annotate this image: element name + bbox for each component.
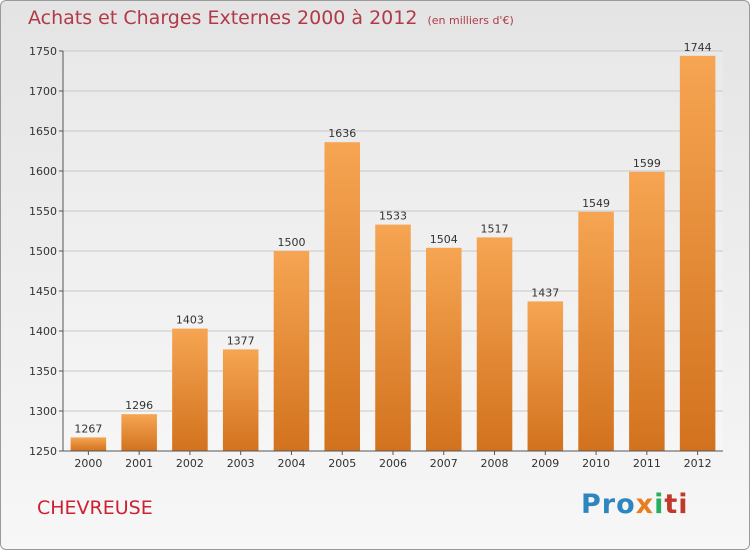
x-tick-label-2005: 2005 xyxy=(328,457,356,470)
data-label-2004: 1500 xyxy=(277,236,305,249)
y-tick-label: 1500 xyxy=(29,245,57,258)
y-tick-label: 1250 xyxy=(29,445,57,458)
bar-2011 xyxy=(629,171,665,452)
data-label-2002: 1403 xyxy=(176,314,204,327)
x-tick-label-2010: 2010 xyxy=(582,457,610,470)
logo-part-1: Pro xyxy=(581,489,636,520)
data-label-2000: 1267 xyxy=(74,422,102,435)
x-tick-label-2002: 2002 xyxy=(176,457,204,470)
logo-part-2: x xyxy=(635,489,655,520)
data-label-2010: 1549 xyxy=(582,197,610,210)
x-tick-label-2009: 2009 xyxy=(531,457,559,470)
x-tick-label-2007: 2007 xyxy=(430,457,458,470)
chart-title: Achats et Charges Externes 2000 à 2012 (e… xyxy=(28,7,514,29)
y-tick-label: 1600 xyxy=(29,165,57,178)
bar-2003 xyxy=(222,349,259,451)
data-label-2007: 1504 xyxy=(430,233,458,246)
data-label-2005: 1636 xyxy=(328,127,356,140)
bar-2000 xyxy=(70,437,107,451)
x-tick-label-2001: 2001 xyxy=(125,457,153,470)
logo-part-3: i xyxy=(654,489,665,520)
data-label-2011: 1599 xyxy=(633,157,661,170)
bar-2007 xyxy=(426,247,462,451)
x-tick-label-2000: 2000 xyxy=(74,457,102,470)
chart-title-text: Achats et Charges Externes 2000 à 2012 xyxy=(28,7,418,29)
x-tick-label-2006: 2006 xyxy=(379,457,407,470)
data-label-2006: 1533 xyxy=(379,210,407,223)
y-tick-label: 1300 xyxy=(29,405,57,418)
bar-2010 xyxy=(578,211,614,451)
y-tick-label: 1750 xyxy=(29,45,57,58)
x-tick-label-2008: 2008 xyxy=(481,457,509,470)
y-tick-label: 1700 xyxy=(29,85,57,98)
y-tick-label: 1350 xyxy=(29,365,57,378)
bar-2001 xyxy=(121,414,157,451)
x-tick-label-2011: 2011 xyxy=(633,457,661,470)
data-label-2003: 1377 xyxy=(227,334,255,347)
y-tick-label: 1550 xyxy=(29,205,57,218)
y-tick-label: 1450 xyxy=(29,285,57,298)
logo-part-4: ti xyxy=(664,489,689,520)
bar-2005 xyxy=(324,142,360,451)
chart-subtitle: (en milliers d'€) xyxy=(427,14,514,27)
y-tick-label: 1650 xyxy=(29,125,57,138)
bar-2006 xyxy=(375,224,411,451)
data-label-2012: 1744 xyxy=(684,41,712,54)
x-tick-label-2003: 2003 xyxy=(227,457,255,470)
commune-name: CHEVREUSE xyxy=(37,497,153,519)
bar-2008 xyxy=(476,237,513,451)
data-label-2008: 1517 xyxy=(481,222,509,235)
bar-2012 xyxy=(679,55,716,452)
x-tick-label-2012: 2012 xyxy=(684,457,712,470)
bar-2009 xyxy=(527,301,564,451)
y-tick-label: 1400 xyxy=(29,325,57,338)
proxiti-logo: Proxiti xyxy=(581,489,689,520)
bar-2002 xyxy=(172,328,208,451)
data-label-2001: 1296 xyxy=(125,399,153,412)
x-tick-label-2004: 2004 xyxy=(277,457,305,470)
bar-2004 xyxy=(273,251,310,451)
data-label-2009: 1437 xyxy=(531,286,559,299)
